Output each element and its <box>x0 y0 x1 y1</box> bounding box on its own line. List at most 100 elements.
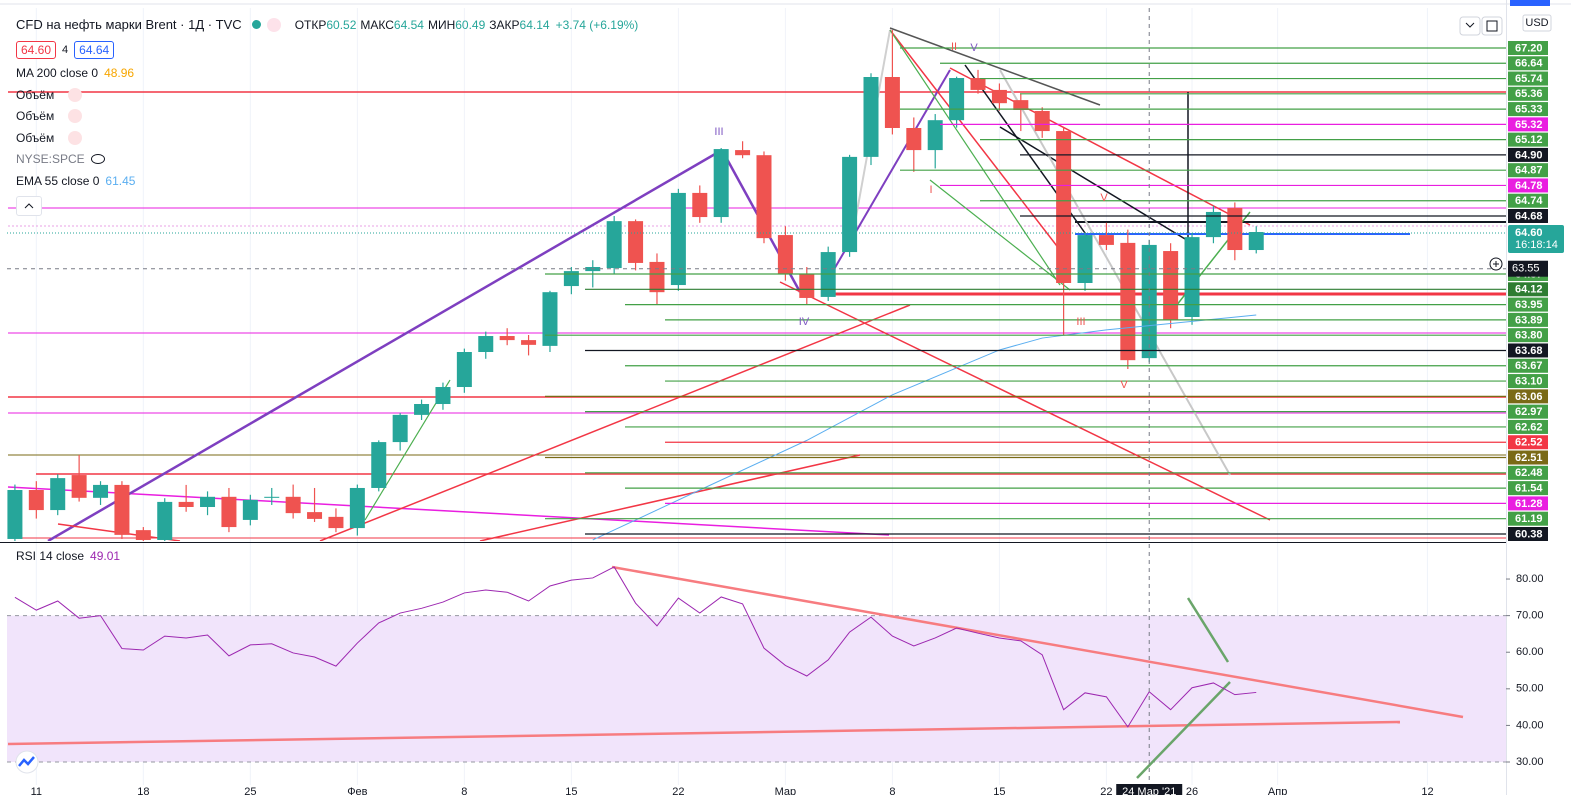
y-tick-label: 30.00 <box>1516 756 1544 768</box>
spread: 4 <box>62 44 69 56</box>
trendline <box>821 69 951 291</box>
price-label: 64.78 <box>1515 180 1543 192</box>
ohlc-value: 60.52 <box>326 17 357 32</box>
candle-body <box>1184 237 1200 317</box>
candle-body <box>157 501 173 540</box>
candle-body <box>371 442 387 488</box>
candle-body <box>71 475 87 498</box>
wave-label: III <box>1076 316 1085 328</box>
market-status <box>251 20 261 29</box>
candle-body <box>735 150 751 156</box>
wave-label: IV <box>799 316 810 328</box>
price-label: 64.12 <box>1515 284 1543 296</box>
price-label-box <box>1508 117 1548 132</box>
candle-body <box>906 127 922 151</box>
candle-body <box>799 274 815 298</box>
price-label-box <box>1508 511 1548 526</box>
price-label: 65.33 <box>1515 103 1543 115</box>
price-label-box <box>1508 178 1548 193</box>
button[interactable] <box>1481 16 1503 36</box>
bid-ask: 64.60 4 64.64 <box>16 41 115 59</box>
price-label: 61.28 <box>1515 498 1543 510</box>
candle-body <box>50 478 66 511</box>
ask[interactable]: 64.64 <box>74 41 115 59</box>
indicator-name: Объём <box>16 87 55 102</box>
candle-body <box>1227 207 1243 251</box>
x-tick-label: Мар <box>775 786 797 795</box>
toolbar-button[interactable] <box>1510 0 1550 6</box>
price-label: 62.52 <box>1515 437 1543 449</box>
indicator-name: MA 200 close 0 <box>16 66 99 80</box>
price-label-box <box>1508 132 1548 147</box>
price-label: 63.68 <box>1515 345 1543 357</box>
top-right-buttons <box>1459 16 1503 36</box>
last-price-label: 64.60 <box>1515 227 1543 239</box>
price-label: 66.64 <box>1515 58 1543 70</box>
hidden-icon <box>90 154 105 165</box>
wave-label: I <box>929 184 932 196</box>
rsi-pane <box>7 565 1464 779</box>
symbol-title: CFD на нефть марки Brent · 1Д · TVC <box>16 17 242 32</box>
price-label: 63.80 <box>1515 330 1543 342</box>
trendline <box>1136 681 1231 779</box>
candle-body <box>478 336 494 353</box>
price-label: 63.89 <box>1515 314 1543 326</box>
wave-label: V <box>970 42 978 54</box>
x-tick-label: 22 <box>1100 786 1112 795</box>
trendline <box>611 565 1464 719</box>
candle-body <box>1077 235 1093 283</box>
price-label-box <box>1508 465 1548 480</box>
button[interactable] <box>1459 16 1481 36</box>
trendline <box>889 27 1101 106</box>
candle-body <box>542 292 558 346</box>
candle-body <box>927 120 943 151</box>
trendline <box>1186 597 1230 663</box>
crosshair-date: 24 Мар '21 <box>1122 786 1176 795</box>
ohlc-value: 64.14 <box>519 17 550 32</box>
price-label-box <box>1508 358 1548 373</box>
price-label-box <box>1508 419 1548 434</box>
candle-body <box>499 336 515 341</box>
currency-box <box>1522 14 1552 32</box>
indicator-name: Объём <box>16 130 55 145</box>
y-tick-label: 80.00 <box>1516 573 1544 585</box>
ohlc-label: ОТКР <box>294 17 327 32</box>
ohlc-value: 64.54 <box>393 17 424 32</box>
price-label-box <box>1508 481 1548 496</box>
price-label-box <box>1508 147 1548 162</box>
candle-body <box>264 496 280 498</box>
candle-body <box>456 352 472 388</box>
price-label-box <box>1508 41 1548 55</box>
collapse-button[interactable] <box>16 196 42 216</box>
icon <box>1486 20 1498 32</box>
data-status <box>266 17 281 32</box>
candle-body <box>949 78 965 121</box>
candle-body <box>1013 100 1029 110</box>
price-label-box <box>1508 450 1548 465</box>
candle-body <box>242 499 258 520</box>
price-label-box <box>1508 193 1548 208</box>
wave-label: V <box>1120 379 1128 391</box>
price-label: 63.06 <box>1515 391 1543 403</box>
price-label-box <box>1508 328 1548 343</box>
price-label: 63.67 <box>1515 360 1543 372</box>
change: +3.74 (+6.19%) <box>555 17 639 32</box>
candle-body <box>1098 235 1114 245</box>
candle-body <box>114 484 130 535</box>
candle-body <box>649 261 665 293</box>
price-label: 62.51 <box>1515 452 1543 464</box>
x-tick-label: 12 <box>1421 786 1433 795</box>
warning-icon <box>68 109 83 124</box>
price-label-box <box>1508 86 1548 101</box>
price-label-box <box>1508 102 1548 117</box>
price-label: 65.32 <box>1515 119 1543 131</box>
price-label: 63.95 <box>1515 299 1543 311</box>
indicator-legend: MA 200 close 0 48.96 <box>16 66 134 80</box>
trendline <box>319 304 911 541</box>
currency: USD <box>1525 17 1548 29</box>
bid[interactable]: 64.60 <box>16 41 57 59</box>
crosshair-price-box <box>1508 260 1548 277</box>
x-tick-label: Фев <box>347 786 367 795</box>
indicator-legend: NYSE:SPCE <box>16 152 105 166</box>
